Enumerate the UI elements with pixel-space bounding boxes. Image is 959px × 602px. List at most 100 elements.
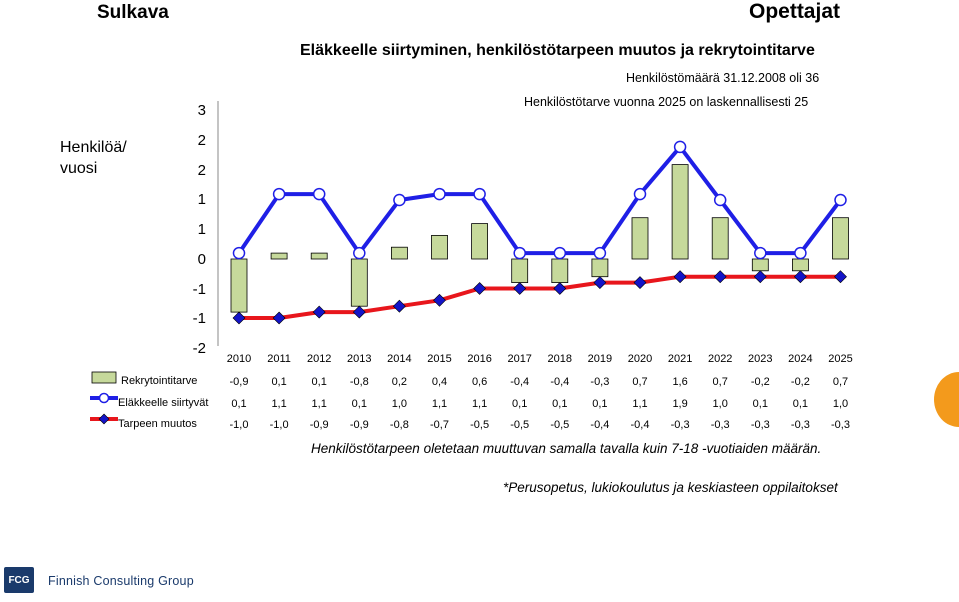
table-cell: -0,4 (590, 419, 609, 431)
table-cell: -0,7 (430, 419, 449, 431)
need-change-line (239, 274, 841, 320)
y-tick-label: 0 (198, 251, 206, 268)
table-cell: 1,1 (632, 398, 647, 410)
need-change-point-2023 (753, 270, 767, 284)
table-cell: 0,7 (632, 376, 647, 388)
x-tick-label: 2016 (467, 353, 491, 365)
retirement-point-2014 (393, 193, 406, 207)
need-change-point-2024 (793, 270, 807, 284)
retirement-point-2025 (834, 193, 847, 207)
bar-2023 (751, 258, 769, 272)
x-tick-label: 2012 (307, 353, 331, 365)
x-tick-label: 2024 (788, 353, 812, 365)
table-cell: 0,1 (512, 398, 527, 410)
retirement-point-2010 (232, 246, 246, 260)
need-change-point-2025 (834, 270, 847, 284)
retirement-point-2012 (312, 187, 326, 201)
y-tick-label: -1 (193, 281, 206, 298)
bar-2018 (551, 258, 569, 284)
bar-2016 (471, 223, 489, 260)
table-cell: -0,8 (390, 419, 409, 431)
need-change-point-2014 (392, 299, 406, 313)
table-cell: 0,1 (231, 398, 246, 410)
x-tick-label: 2017 (507, 353, 531, 365)
need-change-point-2021 (673, 270, 687, 284)
need-change-point-2012 (312, 305, 326, 319)
table-cell: 1,6 (672, 376, 687, 388)
table-cell: 1,1 (271, 398, 286, 410)
retirement-point-2015 (433, 187, 446, 201)
table-cell: -0,2 (751, 376, 770, 388)
retirement-point-2013 (353, 246, 366, 260)
x-tick-label: 2023 (748, 353, 772, 365)
need-change-point-2016 (473, 282, 487, 295)
x-tick-label: 2014 (387, 353, 411, 365)
legend-key-retirement-marker (98, 392, 110, 404)
need-change-point-2011 (272, 311, 286, 325)
retirement-line (237, 144, 843, 256)
x-tick-label: 2025 (828, 353, 852, 365)
need-change-point-2015 (433, 293, 446, 307)
retirement-point-2020 (633, 187, 647, 201)
fcg-logo: FCG Finnish Consulting Group (4, 567, 194, 593)
table-cell: -0,4 (550, 376, 569, 388)
table-cell: -0,5 (510, 419, 529, 431)
retirement-point-2017 (513, 246, 526, 260)
y-tick-label: 2 (198, 132, 206, 149)
table-cell: -0,8 (350, 376, 369, 388)
bar-2019 (591, 258, 609, 278)
table-cell: 1,1 (432, 398, 447, 410)
retirement-point-2023 (754, 246, 767, 260)
x-tick-label: 2018 (548, 353, 572, 365)
table-cell: -0,5 (470, 419, 489, 431)
bar-2015 (431, 234, 448, 260)
table-cell: 0,2 (392, 376, 407, 388)
table-cell: 0,7 (713, 376, 728, 388)
x-tick-label: 2021 (668, 353, 692, 365)
table-cell: -0,3 (831, 419, 850, 431)
y-tick-label: 1 (198, 191, 206, 208)
table-cell: -1,0 (270, 419, 289, 431)
bar-2011 (270, 252, 288, 260)
need-change-point-2018 (553, 282, 567, 295)
data-table: 2010 2011 2012 2013 2014 2015 2016 2017 2018 2019… (90, 353, 853, 431)
x-tick-label: 2019 (588, 353, 612, 365)
table-cell: -1,0 (230, 419, 249, 431)
table-cell: 1,1 (312, 398, 327, 410)
need-change-point-2010 (232, 311, 246, 325)
logo-mark: FCG (4, 567, 34, 593)
retirement-point-2019 (593, 246, 607, 260)
table-cell: 0,7 (833, 376, 848, 388)
table-cell: 0,1 (352, 398, 367, 410)
footnote-institutions: *Perusopetus, lukiokoulutus ja keskiaste… (503, 480, 838, 495)
need-change-point-2020 (633, 276, 647, 290)
table-cell: 0,1 (753, 398, 768, 410)
retirement-point-2018 (553, 246, 567, 260)
table-cell: 1,0 (713, 398, 728, 410)
bar-2010 (230, 258, 248, 313)
table-cell: 0,1 (312, 376, 327, 388)
table-row-label: Tarpeen muutos (118, 418, 197, 430)
bar-2012 (310, 252, 328, 260)
table-cell: -0,4 (631, 419, 650, 431)
bar-2014 (390, 246, 408, 260)
y-tick-label: 2 (198, 162, 206, 179)
line-series (232, 140, 847, 325)
table-cell: -0,3 (751, 419, 770, 431)
legend-key-need-marker (98, 413, 110, 425)
need-change-point-2013 (352, 305, 366, 319)
need-change-point-2017 (513, 282, 527, 295)
staff-need-note: Henkilöstötarve vuonna 2025 on laskennal… (524, 95, 809, 109)
table-cell: 0,1 (552, 398, 567, 410)
table-cell: -0,3 (590, 376, 609, 388)
bar-2025 (832, 217, 849, 260)
bar-2024 (792, 258, 809, 272)
table-cell: -0,4 (510, 376, 529, 388)
logo-text: Finnish Consulting Group (48, 574, 194, 588)
y-axis-label: Henkilöä/ vuosi (60, 139, 127, 177)
table-cell: -0,3 (791, 419, 810, 431)
bar-series (230, 164, 849, 313)
footnote-assumption: Henkilöstötarpeen oletetaan muuttuvan sa… (311, 441, 822, 456)
x-tick-label: 2010 (227, 353, 251, 365)
